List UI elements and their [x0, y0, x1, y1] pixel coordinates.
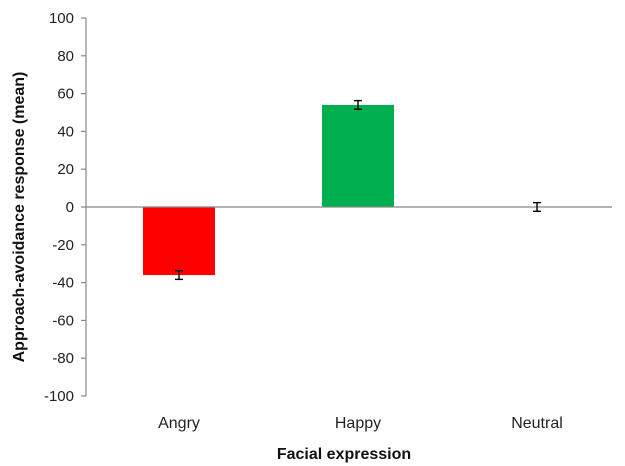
bar-angry: [143, 207, 215, 276]
error-bar-happy: [354, 99, 362, 110]
y-tick-label: -100: [44, 388, 74, 405]
error-bar-angry: [175, 270, 183, 281]
bar-happy: [322, 104, 394, 207]
y-tick-label: 0: [66, 199, 74, 216]
y-tick-label: -60: [52, 312, 74, 329]
y-tick-label: 80: [57, 48, 74, 65]
y-tick-label: 100: [49, 10, 74, 27]
y-axis-title: Approach-avoidance response (mean): [11, 72, 28, 363]
category-label-happy: Happy: [335, 415, 381, 432]
y-tick-label: 60: [57, 86, 74, 103]
x-axis-title: Facial expression: [277, 446, 411, 463]
error-bars-group: [175, 99, 541, 281]
y-tick-label: 40: [57, 123, 74, 140]
y-tick-label: 20: [57, 161, 74, 178]
category-label-angry: Angry: [158, 415, 200, 432]
category-label-neutral: Neutral: [511, 415, 563, 432]
error-bar-neutral: [533, 201, 541, 213]
category-labels: Angry Happy Neutral: [158, 415, 563, 432]
y-tick-label: -40: [52, 275, 74, 292]
y-tick-label: -20: [52, 237, 74, 254]
y-tick-label: -80: [52, 350, 74, 367]
y-tick-labels: 100 80 60 40 20 0 -20 -40 -60 -80 -100: [44, 10, 86, 405]
bars-group: [143, 104, 394, 276]
